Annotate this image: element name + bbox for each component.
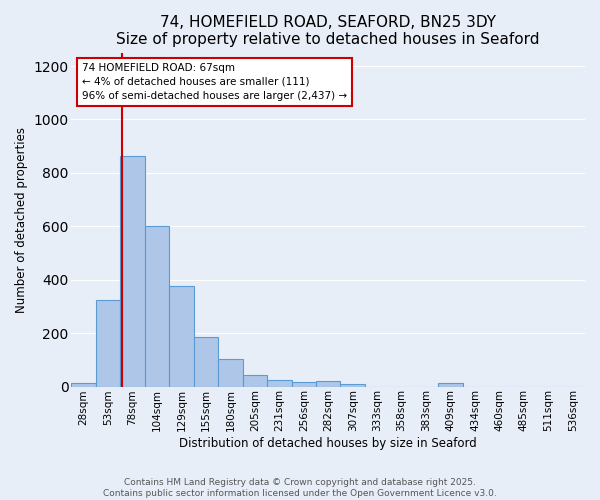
Bar <box>267 380 292 386</box>
Bar <box>71 382 96 386</box>
Y-axis label: Number of detached properties: Number of detached properties <box>15 126 28 312</box>
Text: Contains HM Land Registry data © Crown copyright and database right 2025.
Contai: Contains HM Land Registry data © Crown c… <box>103 478 497 498</box>
Text: 74 HOMEFIELD ROAD: 67sqm
← 4% of detached houses are smaller (111)
96% of semi-d: 74 HOMEFIELD ROAD: 67sqm ← 4% of detache… <box>82 62 347 100</box>
Title: 74, HOMEFIELD ROAD, SEAFORD, BN25 3DY
Size of property relative to detached hous: 74, HOMEFIELD ROAD, SEAFORD, BN25 3DY Si… <box>116 15 540 48</box>
Bar <box>340 384 365 386</box>
Bar <box>194 337 218 386</box>
Bar <box>169 286 194 386</box>
X-axis label: Distribution of detached houses by size in Seaford: Distribution of detached houses by size … <box>179 437 477 450</box>
Bar <box>292 382 316 386</box>
Bar <box>96 300 121 386</box>
Bar <box>438 384 463 386</box>
Bar <box>316 381 340 386</box>
Bar <box>218 358 242 386</box>
Bar <box>121 156 145 386</box>
Bar <box>242 374 267 386</box>
Bar <box>145 226 169 386</box>
